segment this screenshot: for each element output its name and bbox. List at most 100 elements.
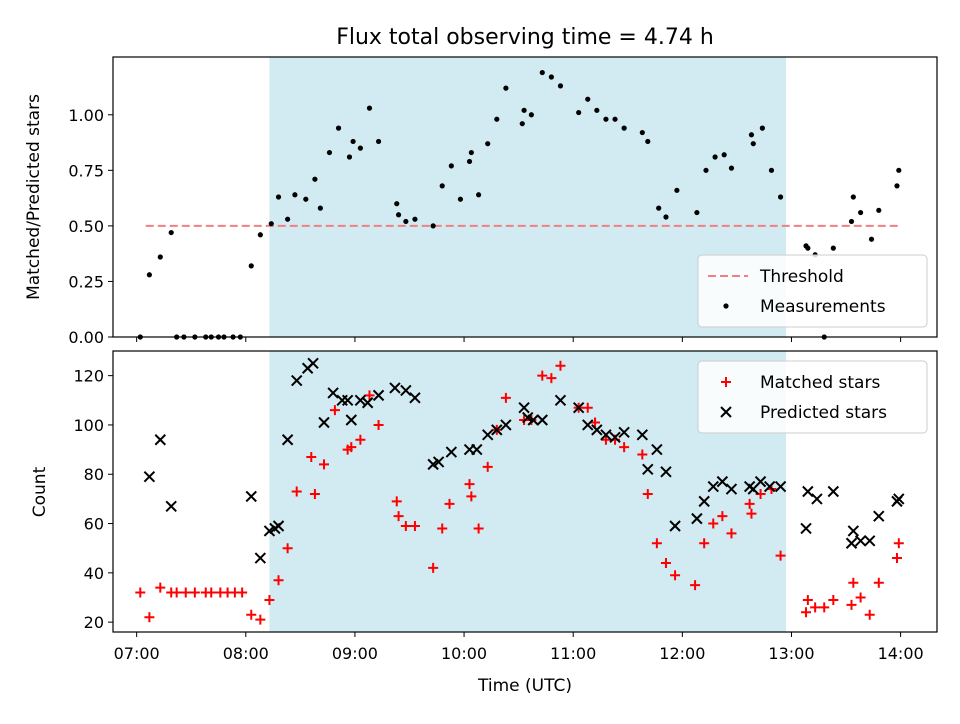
legend-label: Matched stars xyxy=(760,373,880,393)
measurement-point xyxy=(375,138,382,145)
measurement-point xyxy=(663,214,669,220)
measurement-point xyxy=(485,141,491,147)
predicted-star-point xyxy=(763,480,776,493)
measurement-point xyxy=(350,138,356,145)
matched-star-point xyxy=(144,612,155,623)
matched-star-point xyxy=(590,417,601,428)
predicted-star-point xyxy=(445,446,458,458)
matched-star-point xyxy=(600,434,611,445)
measurement-point xyxy=(639,129,645,136)
matched-star-point xyxy=(651,538,662,549)
predicted-star-point xyxy=(354,394,367,407)
matched-star-point xyxy=(801,607,812,618)
matched-star-point xyxy=(291,486,302,497)
matched-star-point xyxy=(346,442,357,453)
predicted-star-point xyxy=(669,520,681,532)
measurement-point xyxy=(674,187,680,193)
measurement-point xyxy=(612,116,618,122)
matched-star-point xyxy=(309,488,320,499)
matched-star-point xyxy=(537,370,548,381)
predicted-star-point xyxy=(291,374,303,387)
predicted-star-point xyxy=(618,426,630,439)
matched-star-point xyxy=(500,392,511,403)
predicted-star-point xyxy=(554,394,567,407)
measurement-point xyxy=(896,167,902,173)
measurement-point xyxy=(268,221,274,227)
predicted-star-point xyxy=(254,552,267,564)
measurement-point xyxy=(346,154,353,160)
measurement-point xyxy=(275,194,282,200)
predicted-star-point xyxy=(800,522,812,535)
axes-frame xyxy=(112,56,938,338)
measurement-point xyxy=(850,194,856,200)
measurement-point xyxy=(248,263,254,269)
matched-star-point xyxy=(171,587,182,598)
chart-title: Flux total observing time = 4.74 h xyxy=(336,25,714,50)
matched-star-point xyxy=(409,521,420,532)
legend-label: Measurements xyxy=(760,297,886,317)
x-tick-label: 10:00 xyxy=(441,644,487,663)
measurement-point xyxy=(594,107,600,113)
matched-star-point xyxy=(255,614,266,625)
measurement-point xyxy=(394,201,400,207)
matched-star-point xyxy=(437,523,448,534)
matched-star-point xyxy=(690,580,701,591)
predicted-star-point xyxy=(536,414,548,426)
measurement-point xyxy=(292,192,298,198)
measurement-point xyxy=(768,167,775,173)
measurement-point xyxy=(576,109,582,116)
measurement-point xyxy=(157,254,163,260)
measurement-point xyxy=(721,152,727,158)
measurement-point xyxy=(519,121,525,127)
measurement-point xyxy=(703,167,709,173)
measurement-point xyxy=(439,183,445,189)
matched-star-point xyxy=(444,498,455,509)
measurement-point xyxy=(694,209,700,216)
predicted-star-point xyxy=(893,493,905,505)
predicted-star-point xyxy=(281,434,294,446)
measurement-point xyxy=(285,216,291,222)
y-tick-label: 20 xyxy=(84,613,104,632)
predicted-star-point xyxy=(854,535,867,547)
bottom-panel: 20 40 60 80 100 120 07:00 08:00 09:00 10:00 11:00 1… xyxy=(73,350,938,663)
predicted-star-point xyxy=(345,414,357,426)
matched-star-point xyxy=(400,521,411,532)
predicted-star-point xyxy=(802,485,814,498)
matched-star-point xyxy=(391,496,402,507)
predicted-star-point xyxy=(582,419,594,431)
y-tick-label: 60 xyxy=(84,515,104,534)
predicted-star-point xyxy=(341,394,354,407)
predicted-star-point xyxy=(518,401,530,414)
measurement-point xyxy=(335,125,342,131)
matched-star-point xyxy=(135,587,146,598)
predicted-star-point xyxy=(698,495,710,508)
matched-star-point xyxy=(319,459,330,470)
measurement-point xyxy=(466,158,473,165)
matched-star-point xyxy=(582,402,593,413)
matched-star-point xyxy=(699,538,710,549)
measurement-point xyxy=(539,69,545,76)
matched-star-point xyxy=(670,570,681,581)
y-tick-label: 100 xyxy=(73,416,104,435)
measurement-point xyxy=(303,196,309,202)
measurement-point xyxy=(712,154,718,160)
matched-star-point xyxy=(364,390,375,401)
predicted-star-point xyxy=(165,500,177,512)
y-tick-label: 1.00 xyxy=(68,106,104,125)
measurement-point xyxy=(621,125,627,131)
matched-star-point xyxy=(393,511,404,522)
matched-star-point xyxy=(180,587,191,598)
legend: Threshold Measurements xyxy=(697,254,928,328)
measurement-point xyxy=(548,74,554,80)
predicted-star-point xyxy=(642,463,654,476)
measurement-point xyxy=(876,207,882,213)
predicted-star-point xyxy=(372,389,385,402)
matched-star-point xyxy=(873,577,884,588)
legend: Matched stars Predicted stars xyxy=(697,360,928,434)
x-tick-label: 12:00 xyxy=(659,644,705,663)
axes-frame xyxy=(112,350,938,633)
predicted-star-point xyxy=(572,401,585,414)
measurement-point xyxy=(585,96,591,102)
legend-measurement-swatch xyxy=(723,303,729,309)
